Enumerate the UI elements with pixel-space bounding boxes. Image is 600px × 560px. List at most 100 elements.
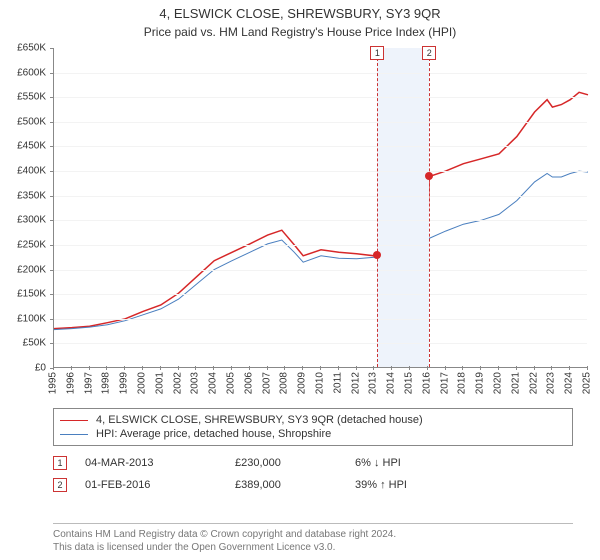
y-tick-label: £500K (17, 116, 46, 127)
y-tick-label: £100K (17, 313, 46, 324)
x-tick (178, 366, 179, 370)
x-tick-label: 2008 (279, 372, 290, 394)
sale-marker-box: 1 (370, 46, 384, 60)
y-tick-label: £400K (17, 166, 46, 177)
y-tick-label: £300K (17, 215, 46, 226)
y-tick (50, 146, 54, 147)
x-tick-label: 1995 (48, 372, 59, 394)
y-axis-labels: £0£50K£100K£150K£200K£250K£300K£350K£400… (0, 48, 50, 368)
y-tick-label: £0 (35, 363, 46, 374)
x-tick-label: 2005 (226, 372, 237, 394)
footer-line2: This data is licensed under the Open Gov… (53, 541, 573, 554)
y-tick (50, 73, 54, 74)
footer-line1: Contains HM Land Registry data © Crown c… (53, 528, 573, 541)
chart-title-line1: 4, ELSWICK CLOSE, SHREWSBURY, SY3 9QR (0, 0, 600, 21)
legend-item-hpi: HPI: Average price, detached house, Shro… (60, 427, 566, 441)
gridline (54, 97, 587, 98)
y-tick-label: £200K (17, 264, 46, 275)
series-line-property (54, 92, 588, 328)
x-tick-label: 2000 (137, 372, 148, 394)
x-tick-label: 2020 (493, 372, 504, 394)
gridline (54, 294, 587, 295)
x-tick (284, 366, 285, 370)
x-tick-label: 2001 (154, 372, 165, 394)
sales-table: 104-MAR-2013£230,0006% ↓ HPI201-FEB-2016… (53, 452, 573, 496)
y-tick-label: £250K (17, 239, 46, 250)
x-tick-label: 2011 (332, 372, 343, 394)
gridline (54, 245, 587, 246)
x-tick-label: 2002 (172, 372, 183, 394)
x-tick-label: 2025 (582, 372, 593, 394)
x-tick (427, 366, 428, 370)
sales-row-delta: 39% ↑ HPI (355, 479, 573, 491)
x-tick (267, 366, 268, 370)
sales-row-date: 04-MAR-2013 (85, 457, 235, 469)
y-tick-label: £50K (23, 338, 46, 349)
y-tick (50, 48, 54, 49)
x-tick-label: 2018 (457, 372, 468, 394)
y-tick (50, 171, 54, 172)
plot-area: 12 (53, 48, 587, 368)
y-tick-label: £150K (17, 289, 46, 300)
x-tick-label: 2024 (564, 372, 575, 394)
x-tick-label: 1997 (83, 372, 94, 394)
y-tick-label: £650K (17, 43, 46, 54)
x-tick-label: 2023 (546, 372, 557, 394)
gridline (54, 319, 587, 320)
y-tick-label: £550K (17, 92, 46, 103)
legend-swatch-hpi (60, 434, 88, 435)
x-tick (231, 366, 232, 370)
arrow-up-icon: ↑ (380, 479, 386, 491)
x-tick (391, 366, 392, 370)
y-tick-label: £600K (17, 67, 46, 78)
x-tick (356, 366, 357, 370)
legend: 4, ELSWICK CLOSE, SHREWSBURY, SY3 9QR (d… (53, 408, 573, 446)
x-tick-label: 2021 (510, 372, 521, 394)
x-tick-label: 2017 (439, 372, 450, 394)
y-tick (50, 319, 54, 320)
chart-title-line2: Price paid vs. HM Land Registry's House … (0, 21, 600, 39)
gridline (54, 146, 587, 147)
x-tick-label: 2003 (190, 372, 201, 394)
chart-container: 4, ELSWICK CLOSE, SHREWSBURY, SY3 9QR Pr… (0, 0, 600, 560)
y-tick (50, 97, 54, 98)
gridline (54, 196, 587, 197)
legend-label-property: 4, ELSWICK CLOSE, SHREWSBURY, SY3 9QR (d… (96, 414, 423, 426)
x-tick (71, 366, 72, 370)
x-tick (106, 366, 107, 370)
line-series-svg (54, 48, 588, 368)
x-tick (53, 366, 54, 370)
x-tick-label: 2012 (350, 372, 361, 394)
x-tick-label: 2019 (475, 372, 486, 394)
x-tick (480, 366, 481, 370)
x-tick (445, 366, 446, 370)
y-tick (50, 122, 54, 123)
gridline (54, 343, 587, 344)
y-tick (50, 343, 54, 344)
x-tick-label: 2013 (368, 372, 379, 394)
legend-swatch-property (60, 420, 88, 421)
x-tick (249, 366, 250, 370)
y-tick (50, 220, 54, 221)
x-tick (409, 366, 410, 370)
x-tick (569, 366, 570, 370)
x-tick-label: 2016 (421, 372, 432, 394)
x-tick-label: 2007 (261, 372, 272, 394)
x-tick (302, 366, 303, 370)
sales-row-delta: 6% ↓ HPI (355, 457, 573, 469)
x-tick (124, 366, 125, 370)
sale-marker-line (429, 48, 430, 367)
x-tick-label: 2014 (386, 372, 397, 394)
x-tick-label: 1996 (65, 372, 76, 394)
x-tick (89, 366, 90, 370)
x-tick-label: 2006 (243, 372, 254, 394)
gridline (54, 220, 587, 221)
x-tick (160, 366, 161, 370)
y-tick (50, 196, 54, 197)
y-tick-label: £450K (17, 141, 46, 152)
sales-row-date: 01-FEB-2016 (85, 479, 235, 491)
gridline (54, 171, 587, 172)
x-tick (373, 366, 374, 370)
sales-row: 104-MAR-2013£230,0006% ↓ HPI (53, 452, 573, 474)
x-tick-label: 2009 (297, 372, 308, 394)
